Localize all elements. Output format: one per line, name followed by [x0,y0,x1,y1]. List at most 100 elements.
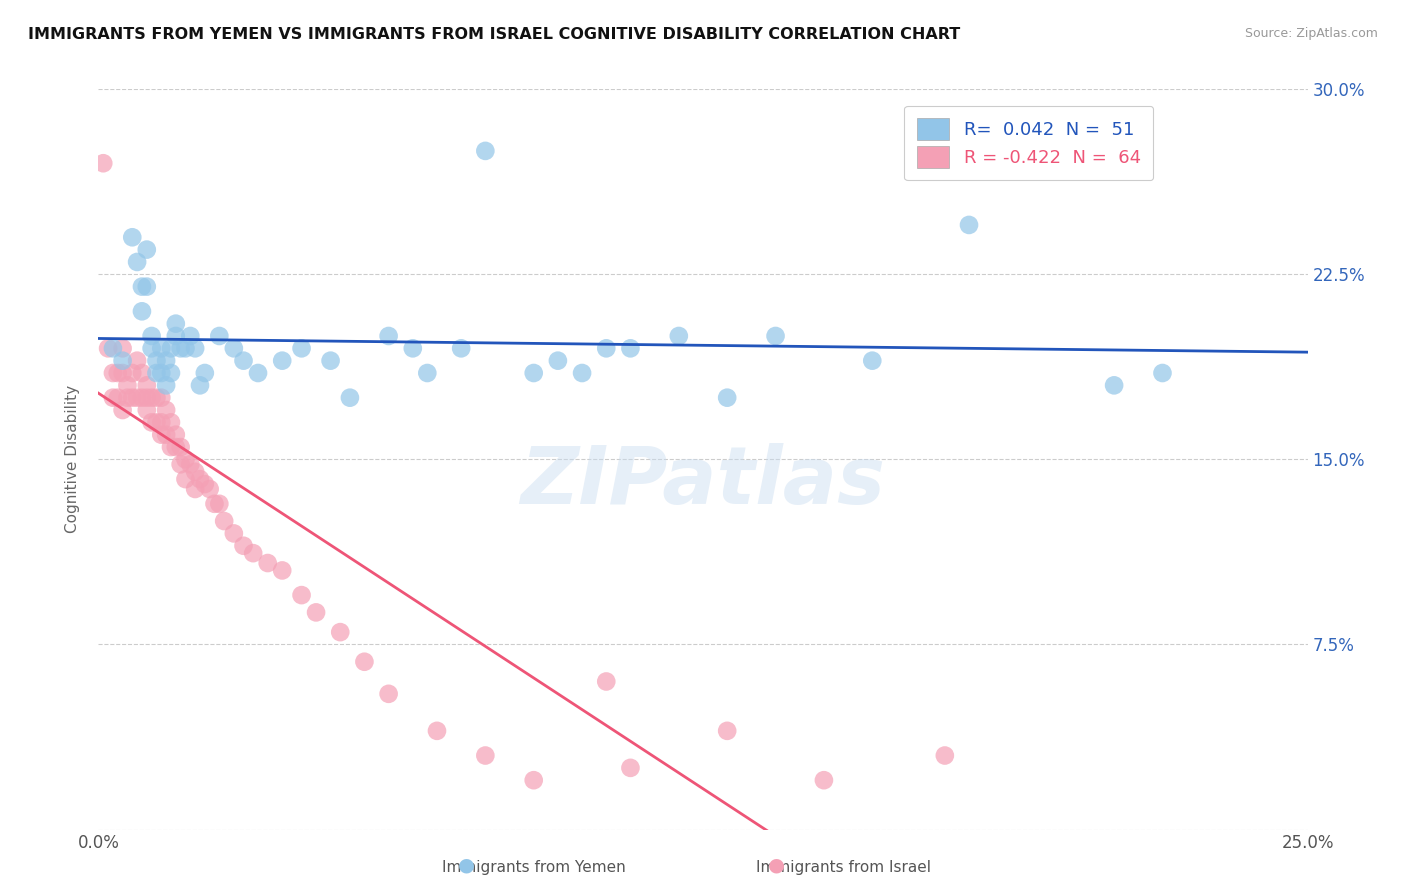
Point [174,452,197,467]
Point [765,329,787,343]
Point [127,353,149,368]
Point [184,482,207,496]
Point [339,391,361,405]
Point [160,440,183,454]
Point [595,674,617,689]
Point [97,341,120,355]
Point [150,391,173,405]
Point [377,687,399,701]
Point [523,366,546,380]
Point [319,353,342,368]
Point [860,353,883,368]
Point [204,497,226,511]
Point [141,391,163,405]
Point [402,341,425,355]
Point [145,415,167,429]
Point [232,539,254,553]
Point [165,329,187,343]
Point [271,353,294,368]
Point [150,415,173,429]
Point [169,458,191,472]
Point [174,341,197,355]
Y-axis label: Cognitive Disability: Cognitive Disability [65,385,80,533]
Point [160,366,183,380]
Point [131,304,153,318]
Point [127,391,149,405]
Point [198,482,221,496]
Point [111,353,134,368]
Point [1102,378,1125,392]
Point [305,606,328,620]
Legend: R=  0.042  N =  51, R = -0.422  N =  64: R= 0.042 N = 51, R = -0.422 N = 64 [904,105,1153,180]
Point [111,341,134,355]
Point [571,366,593,380]
Point [141,341,163,355]
Point [121,366,143,380]
Point [155,353,177,368]
Point [184,341,207,355]
Point [716,391,738,405]
Point [169,440,191,454]
Point [135,391,157,405]
Point [135,279,157,293]
Point [1152,366,1174,380]
Text: ZIPatlas: ZIPatlas [520,442,886,521]
Point [194,477,217,491]
Point [155,403,177,417]
Point [169,341,191,355]
Point [135,403,157,417]
Point [232,353,254,368]
Point [242,546,264,560]
Point [377,329,399,343]
Point [150,427,173,442]
Point [174,472,197,486]
Point [934,748,956,763]
Point [127,255,149,269]
Point [523,773,546,788]
Point [188,378,211,392]
Point [131,279,153,293]
Point [668,329,690,343]
Point [474,748,496,763]
Point [813,773,835,788]
Point [145,366,167,380]
Point [145,391,167,405]
Point [716,723,738,738]
Point [208,329,231,343]
Point [165,427,187,442]
Point [212,514,235,528]
Point [208,497,231,511]
Point [474,144,496,158]
Point [184,465,207,479]
Text: Immigrants from Israel: Immigrants from Israel [756,861,931,875]
Point [141,415,163,429]
Point [155,378,177,392]
Point [160,341,183,355]
Point [111,403,134,417]
Point [101,391,124,405]
Point [117,391,139,405]
Point [619,761,641,775]
Text: IMMIGRANTS FROM YEMEN VS IMMIGRANTS FROM ISRAEL COGNITIVE DISABILITY CORRELATION: IMMIGRANTS FROM YEMEN VS IMMIGRANTS FROM… [28,27,960,42]
Point [121,230,143,244]
Point [595,341,617,355]
Point [131,391,153,405]
Point [131,366,153,380]
Point [271,564,294,578]
Point [121,391,143,405]
Point [101,341,124,355]
Point [150,366,173,380]
Point [160,415,183,429]
Point [222,341,245,355]
Point [165,440,187,454]
Point [91,156,114,170]
Point [222,526,245,541]
Text: Source: ZipAtlas.com: Source: ZipAtlas.com [1244,27,1378,40]
Point [290,588,312,602]
Point [290,341,312,355]
Point [426,723,449,738]
Point [957,218,980,232]
Point [247,366,270,380]
Point [353,655,375,669]
Text: ●: ● [768,855,785,874]
